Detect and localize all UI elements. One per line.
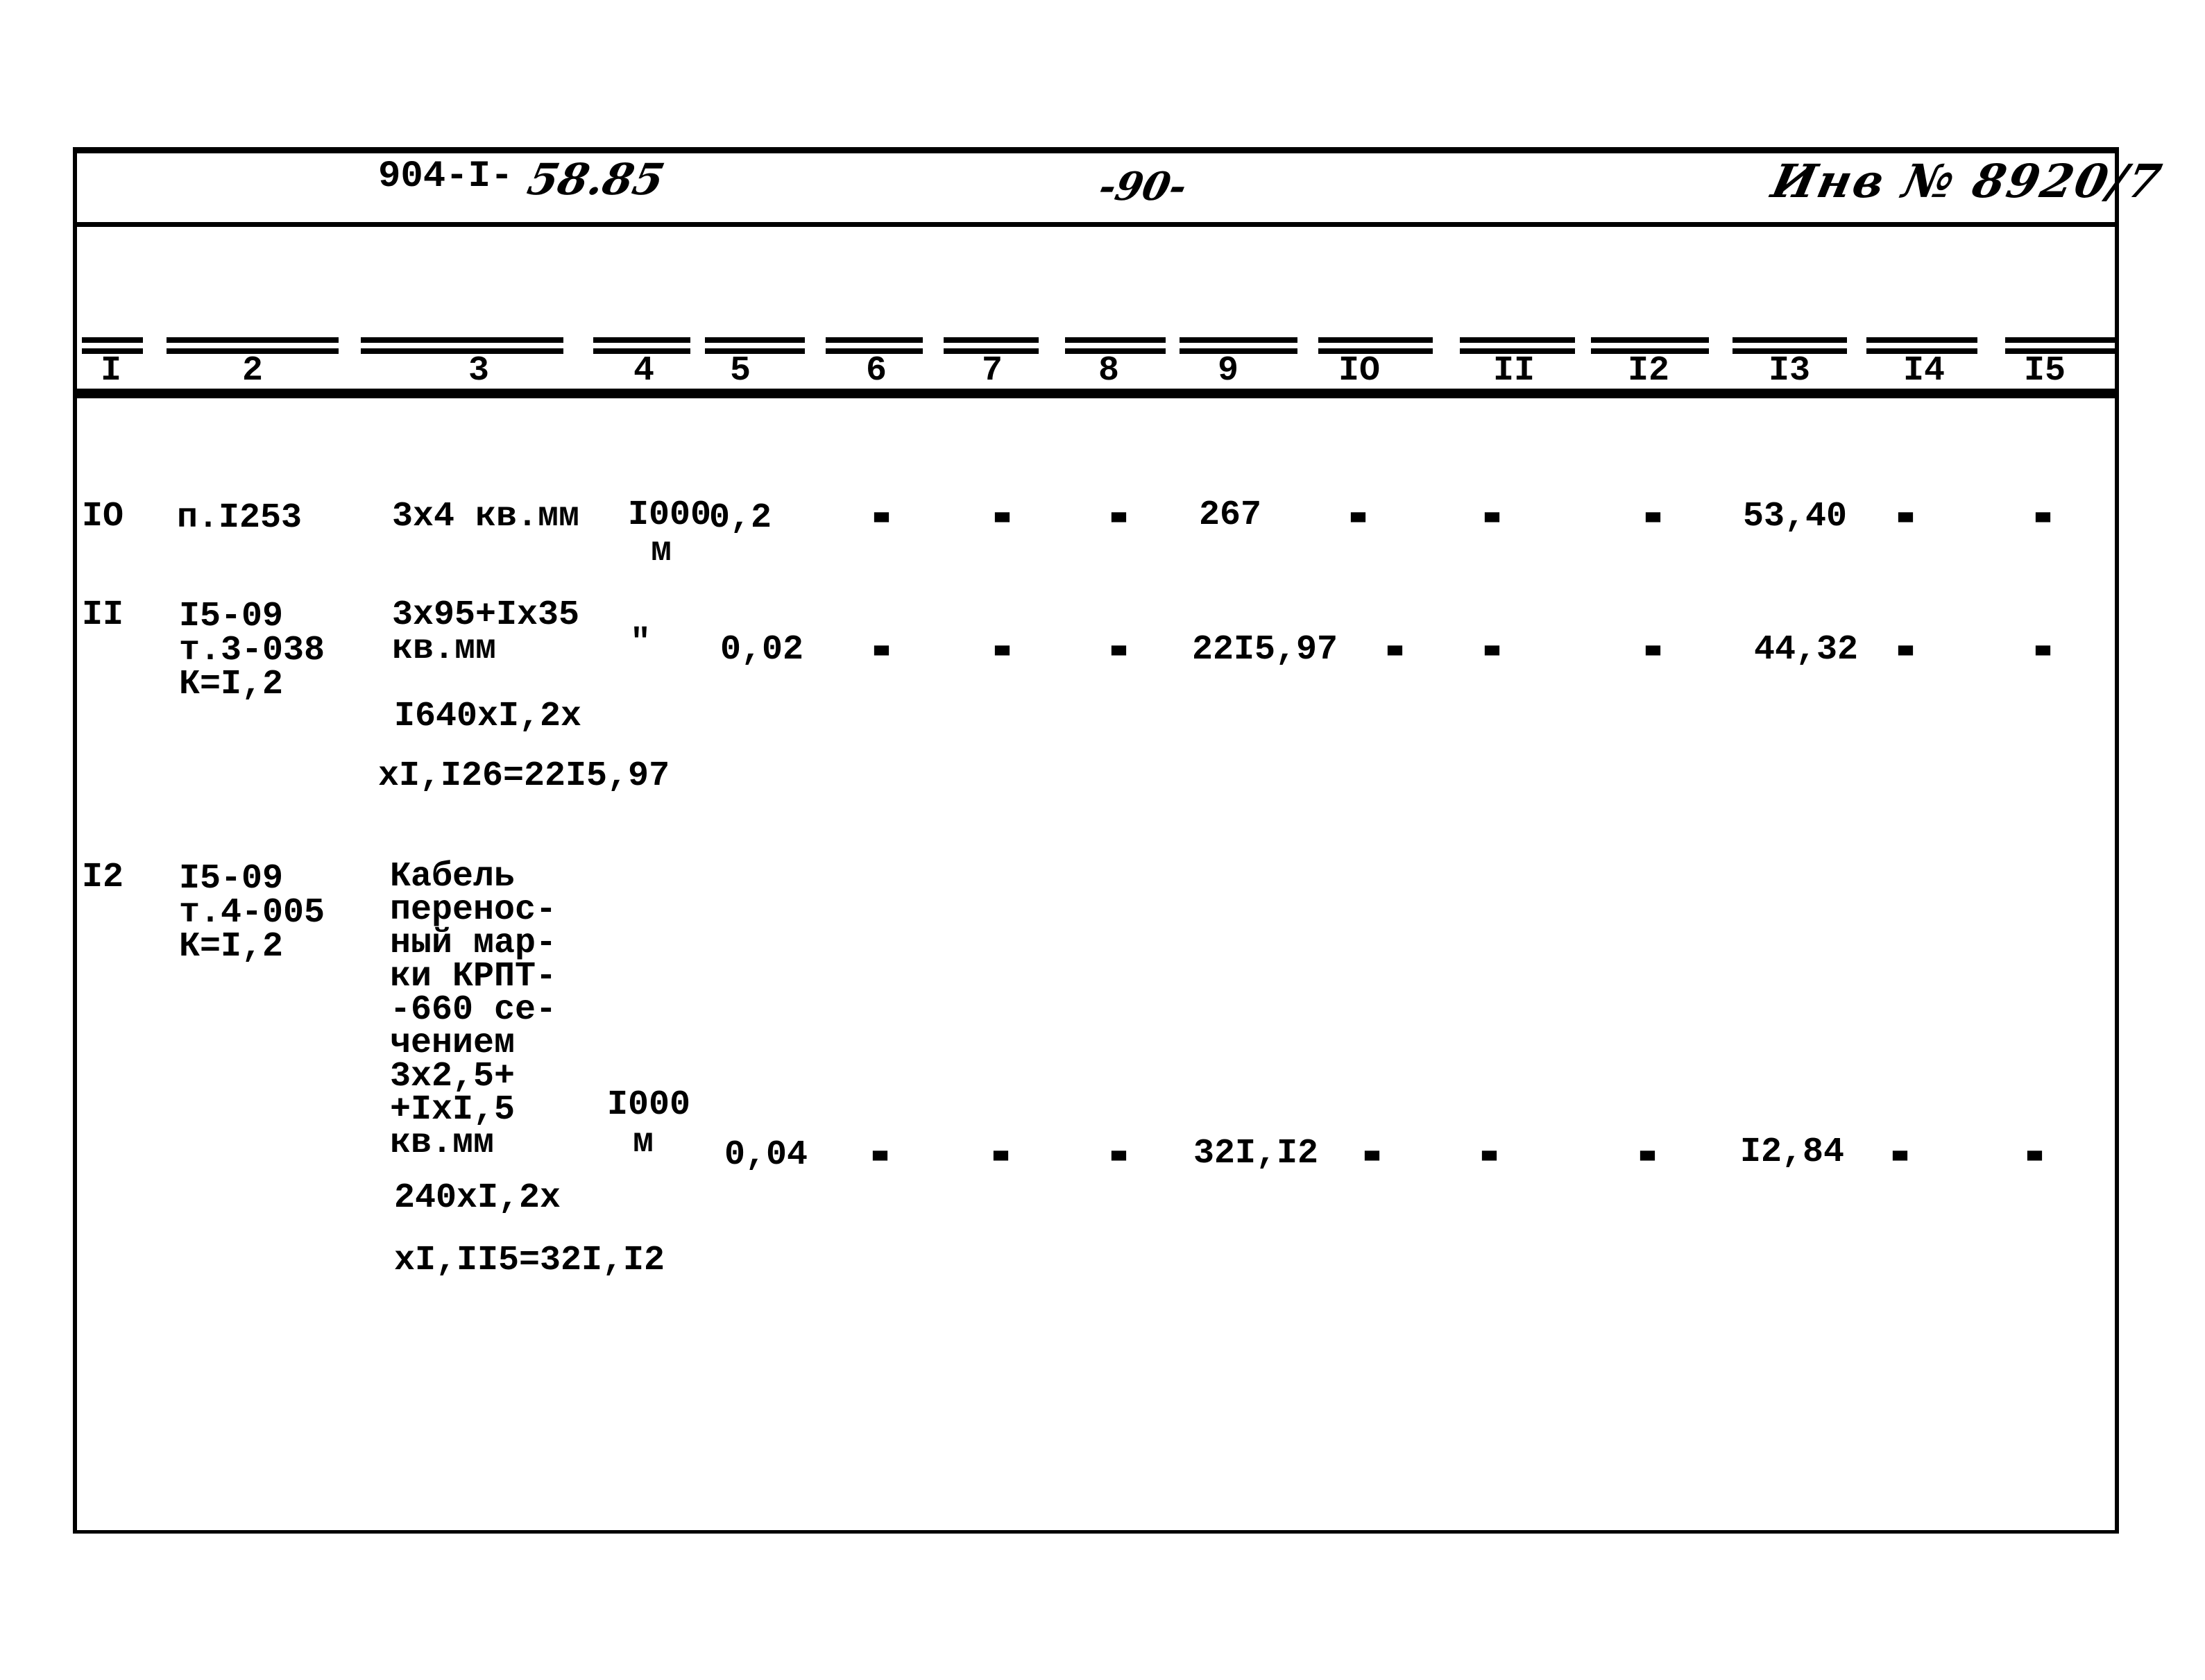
row11-col13-value: 44,32 (1754, 630, 1859, 670)
row11-col15-dash: - (2027, 604, 2059, 699)
row12-col7-dash: - (985, 1109, 1017, 1204)
row10-col15-dash: - (2027, 470, 2059, 566)
row10-unit2: м (651, 532, 672, 571)
row11-col12-dash: - (1637, 604, 1669, 699)
column-header-3: 3 (468, 351, 489, 391)
table-rule-dash-segment (705, 337, 805, 354)
row11-col6-dash: - (866, 604, 898, 699)
table-rule-dash-segment (593, 337, 690, 354)
row10-unit: I000 (628, 495, 712, 535)
column-header-5: 5 (729, 351, 751, 391)
table-rule-dash-segment (1180, 337, 1297, 354)
column-header-10: IO (1338, 351, 1380, 391)
table-rule-dash-segment (1318, 337, 1433, 354)
table-rule-dash-segment (167, 337, 339, 354)
row11-item-name: 3х95+Iх35 кв.мм (392, 595, 580, 669)
row10-col11-dash: - (1476, 470, 1508, 566)
row11-calc-line1: I640хI,2х (394, 697, 582, 736)
row11-col7-dash: - (987, 604, 1019, 699)
row10-col8-dash: - (1103, 470, 1135, 566)
row11-position-number: II (82, 595, 124, 635)
document-border (73, 147, 2119, 1534)
table-rule-dash-segment (944, 337, 1039, 354)
row11-quantity: 0,02 (720, 630, 804, 670)
row12-col6-dash: - (865, 1109, 896, 1204)
row10-col12-dash: - (1637, 470, 1669, 566)
column-header-14: I4 (1902, 351, 1945, 391)
row12-calc-line1: 240хI,2х (394, 1178, 561, 1218)
row12-col13-value: I2,84 (1740, 1132, 1845, 1172)
row10-col7-dash: - (987, 470, 1019, 566)
table-rule-dash-segment (1866, 337, 1977, 354)
row12-col15-dash: - (2019, 1109, 2051, 1204)
row12-unit2: м (633, 1123, 654, 1162)
row11-col8-dash: - (1103, 604, 1135, 699)
table-rule-dash-segment (826, 337, 923, 354)
row10-item-name: 3х4 кв.мм (392, 497, 580, 536)
row10-col13-value: 53,40 (1743, 497, 1848, 536)
inventory-number: Инв № 8920/7 (1766, 154, 2168, 208)
row12-col12-dash: - (1632, 1109, 1664, 1204)
column-header-12: I2 (1627, 351, 1669, 391)
column-header-underline (75, 389, 2115, 398)
header-rule (73, 222, 2115, 227)
row12-col11-dash: - (1474, 1109, 1506, 1204)
row12-col14-dash: - (1884, 1109, 1916, 1204)
row11-col10-dash: - (1379, 604, 1411, 699)
page-number: -90- (1094, 164, 1191, 210)
table-rule-dash-segment (361, 337, 563, 354)
row12-calc-line2: хI,II5=32I,I2 (394, 1241, 665, 1280)
row12-col9-value: 32I,I2 (1193, 1134, 1319, 1173)
row10-col9-value: 267 (1199, 495, 1262, 535)
row12-unit: I000 (607, 1085, 691, 1125)
column-header-8: 8 (1098, 351, 1119, 391)
doc-code-typed: 904-I- (378, 155, 513, 198)
table-rule-dash-segment (82, 337, 143, 354)
row10-col6-dash: - (866, 470, 898, 566)
table-rule-dash-segment (1065, 337, 1166, 354)
row11-col14-dash: - (1890, 604, 1922, 699)
column-header-1: I (100, 351, 121, 391)
row12-col10-dash: - (1356, 1109, 1388, 1204)
row11-calc-line2: хI,I26=22I5,97 (378, 756, 670, 796)
column-header-7: 7 (981, 351, 1003, 391)
row10-basis-code: п.I253 (177, 498, 303, 538)
row10-col10-dash: - (1343, 470, 1374, 566)
row12-item-name: Кабель перенос- ный мар- ки КРПТ- -660 с… (390, 857, 557, 1163)
column-header-2: 2 (241, 351, 263, 391)
row12-basis-code: I5-09 т.4-005 К=I,2 (179, 859, 325, 967)
table-rule-dash-segment (1732, 337, 1847, 354)
row10-position-number: IO (82, 497, 124, 536)
table-rule-dash-segment (1460, 337, 1575, 354)
doc-code-handwritten: 58.85 (523, 154, 669, 205)
row12-position-number: I2 (82, 858, 124, 897)
row11-unit-ditto: " (630, 623, 652, 663)
table-rule-dash-segment (1591, 337, 1709, 354)
column-header-11: II (1492, 351, 1535, 391)
row11-col11-dash: - (1476, 604, 1508, 699)
row12-quantity: 0,04 (724, 1135, 808, 1175)
row11-basis-code: I5-09 т.3-038 К=I,2 (179, 597, 325, 704)
row12-col8-dash: - (1103, 1109, 1135, 1204)
row11-col9-value: 22I5,97 (1192, 630, 1338, 670)
table-rule-dash-segment (2005, 337, 2115, 354)
column-header-13: I3 (1768, 351, 1810, 391)
row10-quantity: 0,2 (709, 498, 772, 538)
row10-col14-dash: - (1890, 470, 1922, 566)
column-header-9: 9 (1217, 351, 1238, 391)
column-header-6: 6 (865, 351, 887, 391)
column-header-4: 4 (633, 351, 654, 391)
column-header-15: I5 (2023, 351, 2066, 391)
